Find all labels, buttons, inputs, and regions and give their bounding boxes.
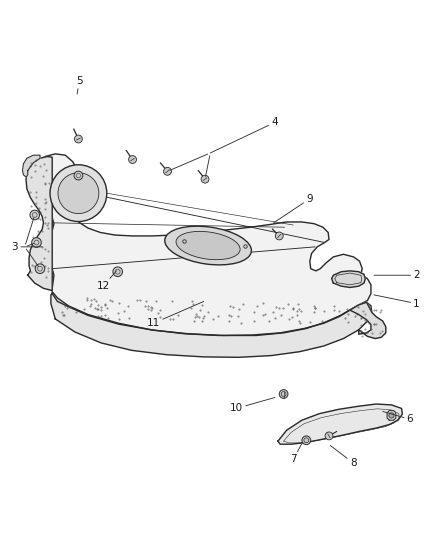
Polygon shape	[22, 155, 40, 177]
Circle shape	[276, 232, 283, 240]
Ellipse shape	[165, 226, 251, 265]
Polygon shape	[332, 271, 365, 287]
Ellipse shape	[176, 231, 240, 260]
Circle shape	[58, 173, 99, 214]
Text: 12: 12	[97, 271, 117, 291]
Circle shape	[113, 267, 123, 277]
Circle shape	[129, 156, 137, 164]
Text: 1: 1	[374, 295, 420, 309]
Text: 2: 2	[374, 270, 420, 280]
Polygon shape	[387, 410, 396, 420]
Circle shape	[389, 413, 394, 418]
Circle shape	[35, 264, 45, 273]
Circle shape	[32, 238, 41, 247]
Text: 8: 8	[330, 446, 357, 468]
Circle shape	[325, 432, 333, 440]
Circle shape	[74, 171, 83, 180]
Text: 6: 6	[383, 411, 413, 424]
Text: 11: 11	[147, 302, 204, 328]
Polygon shape	[26, 157, 52, 290]
Text: 5: 5	[76, 76, 83, 94]
Circle shape	[279, 390, 288, 398]
Polygon shape	[350, 302, 386, 338]
Text: 9: 9	[274, 194, 313, 223]
Polygon shape	[30, 154, 371, 335]
Circle shape	[74, 135, 82, 143]
Polygon shape	[51, 293, 372, 357]
Circle shape	[50, 165, 107, 222]
Circle shape	[30, 210, 39, 220]
Text: 10: 10	[230, 398, 275, 414]
Text: 3: 3	[11, 242, 42, 252]
Circle shape	[163, 167, 171, 175]
Polygon shape	[278, 404, 403, 444]
Text: 7: 7	[290, 443, 302, 464]
Circle shape	[201, 175, 209, 183]
Text: 4: 4	[210, 117, 278, 153]
Circle shape	[302, 436, 311, 445]
